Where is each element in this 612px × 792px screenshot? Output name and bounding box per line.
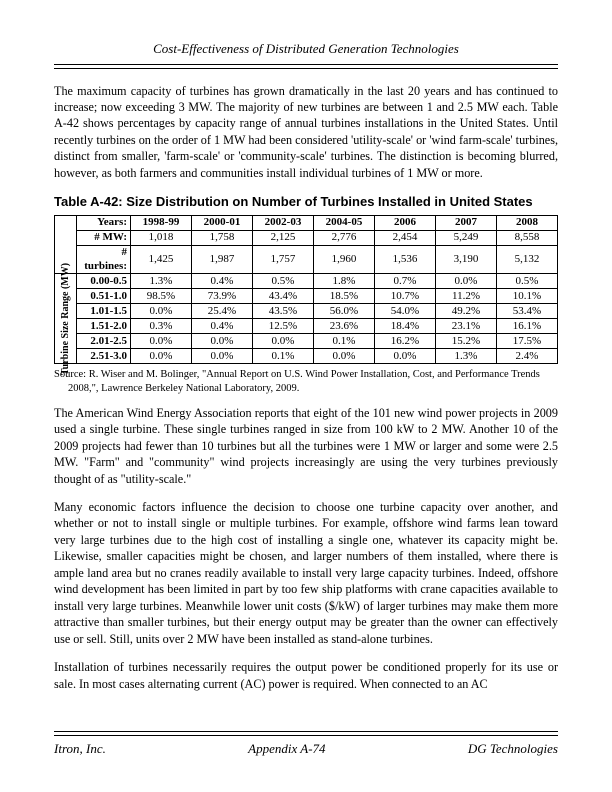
- cell: 1.3%: [436, 349, 497, 364]
- cell: 0.0%: [131, 349, 192, 364]
- cell: 43.4%: [253, 289, 314, 304]
- cell: 1,425: [131, 245, 192, 274]
- paragraph-1: The maximum capacity of turbines has gro…: [54, 83, 558, 182]
- cell: 0.5%: [253, 274, 314, 289]
- col-year: 2007: [436, 215, 497, 230]
- range-label: 2.51-3.0: [77, 349, 131, 364]
- range-label: 0.00-0.5: [77, 274, 131, 289]
- col-year: 2008: [497, 215, 558, 230]
- cell: 16.2%: [375, 334, 436, 349]
- cell: 1.8%: [314, 274, 375, 289]
- paragraph-4: Installation of turbines necessarily req…: [54, 659, 558, 692]
- cell: 98.5%: [131, 289, 192, 304]
- table-row: 0.51-1.0 98.5% 73.9% 43.4% 18.5% 10.7% 1…: [55, 289, 558, 304]
- table-header-mw: # MW: 1,018 1,758 2,125 2,776 2,454 5,24…: [55, 230, 558, 245]
- table-title: Table A-42: Size Distribution on Number …: [54, 193, 558, 211]
- col-year: 1998-99: [131, 215, 192, 230]
- table-row: 2.51-3.0 0.0% 0.0% 0.1% 0.0% 0.0% 1.3% 2…: [55, 349, 558, 364]
- cell: 18.5%: [314, 289, 375, 304]
- footer-center: Appendix A-74: [248, 740, 325, 758]
- footer-rule: [54, 731, 558, 736]
- table-row: 2.01-2.5 0.0% 0.0% 0.0% 0.1% 16.2% 15.2%…: [55, 334, 558, 349]
- cell: 1,536: [375, 245, 436, 274]
- years-label: Years:: [77, 215, 131, 230]
- cell: 1,757: [253, 245, 314, 274]
- cell: 0.7%: [375, 274, 436, 289]
- cell: 1,758: [192, 230, 253, 245]
- col-year: 2006: [375, 215, 436, 230]
- page-header: Cost-Effectiveness of Distributed Genera…: [54, 40, 558, 62]
- col-year: 2004-05: [314, 215, 375, 230]
- y-axis-label: Turbine Size Range (MW): [59, 263, 72, 375]
- cell: 5,132: [497, 245, 558, 274]
- table-row: 1.01-1.5 0.0% 25.4% 43.5% 56.0% 54.0% 49…: [55, 304, 558, 319]
- cell: 12.5%: [253, 319, 314, 334]
- cell: 1,960: [314, 245, 375, 274]
- cell: 5,249: [436, 230, 497, 245]
- cell: 2,454: [375, 230, 436, 245]
- table-row: Turbine Size Range (MW) 0.00-0.5 1.3% 0.…: [55, 274, 558, 289]
- cell: 10.1%: [497, 289, 558, 304]
- range-label: 0.51-1.0: [77, 289, 131, 304]
- cell: 0.3%: [131, 319, 192, 334]
- cell: 0.0%: [375, 349, 436, 364]
- cell: 0.5%: [497, 274, 558, 289]
- cell: 0.4%: [192, 274, 253, 289]
- cell: 54.0%: [375, 304, 436, 319]
- cell: 0.0%: [436, 274, 497, 289]
- range-label: 1.01-1.5: [77, 304, 131, 319]
- turbine-table: Years: 1998-99 2000-01 2002-03 2004-05 2…: [54, 215, 558, 365]
- cell: 25.4%: [192, 304, 253, 319]
- mw-label: # MW:: [77, 230, 131, 245]
- cell: 0.0%: [314, 349, 375, 364]
- cell: 23.1%: [436, 319, 497, 334]
- cell: 0.0%: [192, 349, 253, 364]
- table-source: Source: R. Wiser and M. Bolinger, "Annua…: [54, 368, 558, 394]
- cell: 0.1%: [253, 349, 314, 364]
- cell: 11.2%: [436, 289, 497, 304]
- col-year: 2000-01: [192, 215, 253, 230]
- table-row: 1.51-2.0 0.3% 0.4% 12.5% 23.6% 18.4% 23.…: [55, 319, 558, 334]
- range-label: 2.01-2.5: [77, 334, 131, 349]
- cell: 0.0%: [253, 334, 314, 349]
- cell: 43.5%: [253, 304, 314, 319]
- paragraph-2: The American Wind Energy Association rep…: [54, 405, 558, 487]
- cell: 1.3%: [131, 274, 192, 289]
- cell: 16.1%: [497, 319, 558, 334]
- cell: 0.0%: [131, 304, 192, 319]
- cell: 1,987: [192, 245, 253, 274]
- range-label: 1.51-2.0: [77, 319, 131, 334]
- table-header-turbines: # turbines: 1,425 1,987 1,757 1,960 1,53…: [55, 245, 558, 274]
- cell: 8,558: [497, 230, 558, 245]
- cell: 2.4%: [497, 349, 558, 364]
- header-rule: [54, 64, 558, 69]
- cell: 15.2%: [436, 334, 497, 349]
- cell: 2,776: [314, 230, 375, 245]
- cell: 10.7%: [375, 289, 436, 304]
- cell: 2,125: [253, 230, 314, 245]
- cell: 49.2%: [436, 304, 497, 319]
- cell: 0.0%: [192, 334, 253, 349]
- cell: 18.4%: [375, 319, 436, 334]
- turbines-label: # turbines:: [77, 245, 131, 274]
- cell: 0.0%: [131, 334, 192, 349]
- cell: 56.0%: [314, 304, 375, 319]
- footer-left: Itron, Inc.: [54, 740, 106, 758]
- col-year: 2002-03: [253, 215, 314, 230]
- cell: 0.1%: [314, 334, 375, 349]
- cell: 0.4%: [192, 319, 253, 334]
- cell: 3,190: [436, 245, 497, 274]
- cell: 17.5%: [497, 334, 558, 349]
- cell: 73.9%: [192, 289, 253, 304]
- table-header-years: Years: 1998-99 2000-01 2002-03 2004-05 2…: [55, 215, 558, 230]
- page-footer: Itron, Inc. Appendix A-74 DG Technologie…: [54, 731, 558, 758]
- cell: 53.4%: [497, 304, 558, 319]
- cell: 23.6%: [314, 319, 375, 334]
- paragraph-3: Many economic factors influence the deci…: [54, 499, 558, 647]
- cell: 1,018: [131, 230, 192, 245]
- footer-right: DG Technologies: [468, 740, 558, 758]
